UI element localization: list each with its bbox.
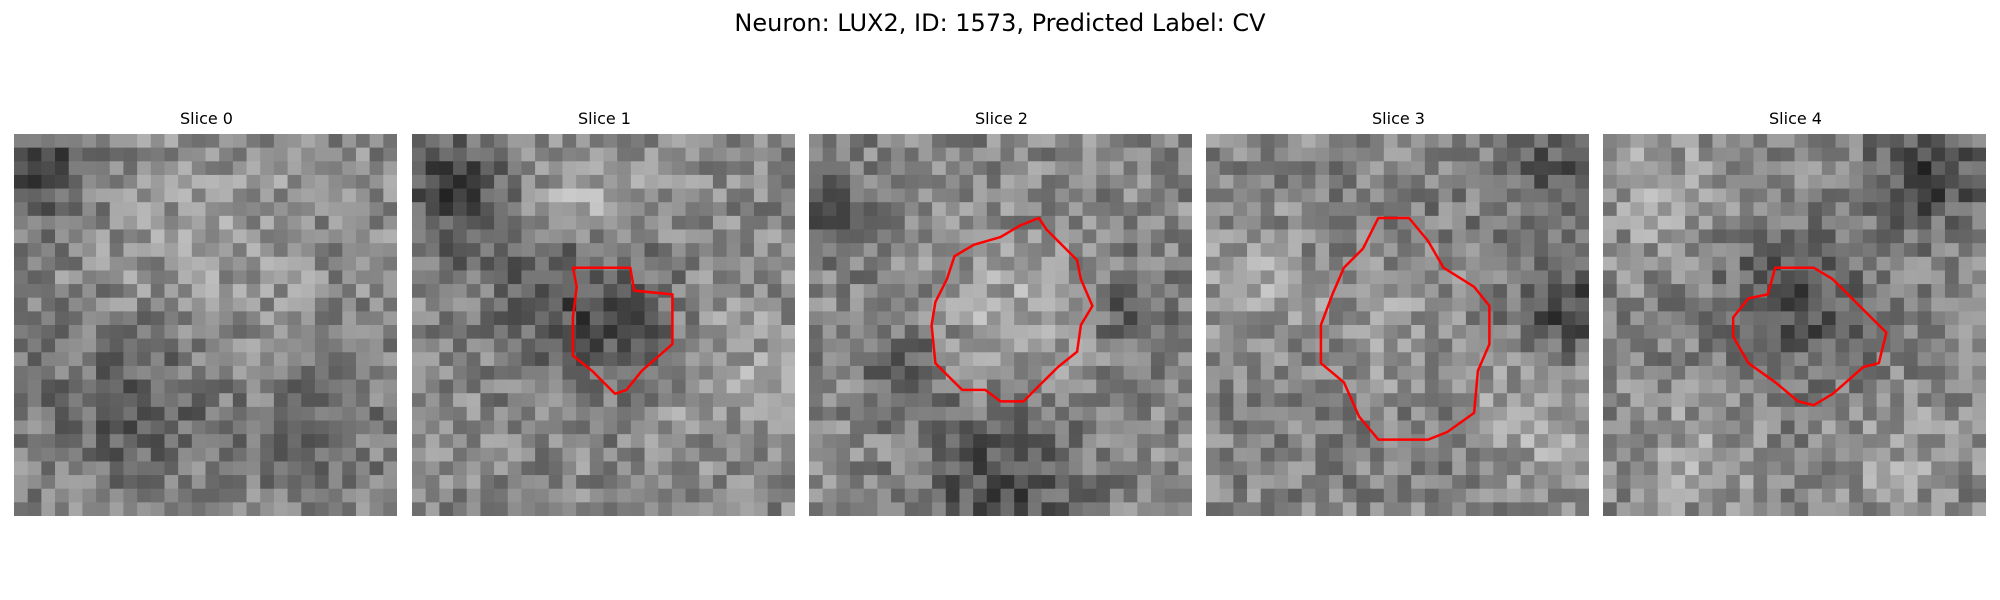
slice-panel-4: Slice 4 <box>1603 107 1988 516</box>
slice-panel-3: Slice 3 <box>1206 107 1591 516</box>
slice-image <box>14 134 397 516</box>
slice-image <box>412 134 795 516</box>
slice-title: Slice 1 <box>412 107 797 131</box>
slice-title: Slice 2 <box>809 107 1194 131</box>
figure-title: Neuron: LUX2, ID: 1573, Predicted Label:… <box>0 6 2000 40</box>
slice-image <box>809 134 1192 516</box>
slice-panel-2: Slice 2 <box>809 107 1194 516</box>
slice-title: Slice 4 <box>1603 107 1988 131</box>
slice-panel-1: Slice 1 <box>412 107 797 516</box>
slice-panel-0: Slice 0 <box>14 107 399 516</box>
slice-image <box>1206 134 1589 516</box>
slice-image <box>1603 134 1986 516</box>
slice-title: Slice 0 <box>14 107 399 131</box>
slice-title: Slice 3 <box>1206 107 1591 131</box>
